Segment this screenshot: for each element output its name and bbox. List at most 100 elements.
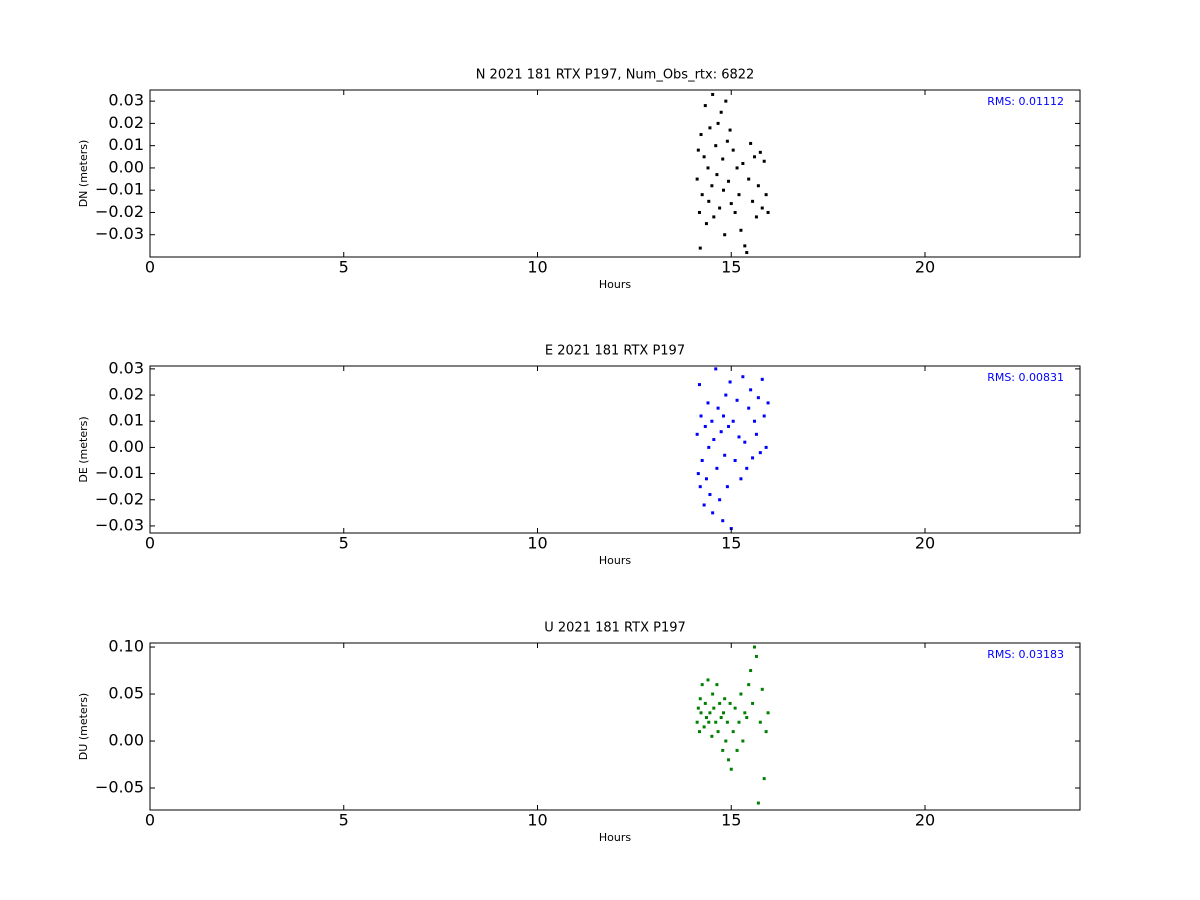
data-point (745, 251, 749, 255)
data-point (699, 414, 703, 418)
y-tick-label: −0.01 (95, 180, 144, 199)
data-point (751, 701, 755, 705)
data-point (707, 720, 711, 724)
data-point (724, 739, 728, 743)
data-point (710, 419, 714, 423)
data-point (758, 451, 762, 455)
data-point (698, 246, 702, 250)
data-point (747, 683, 751, 687)
data-point (745, 466, 749, 470)
data-point (749, 669, 753, 673)
y-tick-label: 0.01 (108, 411, 144, 430)
data-point (754, 654, 758, 658)
data-point (727, 758, 731, 762)
x-tick-label: 10 (527, 811, 547, 830)
x-tick-label: 0 (145, 811, 155, 830)
data-point (731, 730, 735, 734)
data-point (725, 720, 729, 724)
data-point (760, 687, 764, 691)
y-tick-label: 0.03 (108, 91, 144, 110)
y-tick-label: 0.05 (108, 684, 144, 703)
y-axis-label: DU (meters) (77, 693, 90, 760)
data-point (751, 456, 755, 460)
data-point (695, 720, 699, 724)
x-tick-label: 20 (915, 534, 935, 553)
y-axis-label: DE (meters) (77, 416, 90, 482)
data-point (702, 725, 706, 729)
data-point (698, 485, 702, 489)
data-point (723, 697, 727, 701)
data-point (721, 519, 725, 523)
data-point (739, 692, 743, 696)
y-tick-label: −0.03 (95, 224, 144, 243)
data-point (715, 173, 719, 177)
data-point (697, 383, 701, 387)
rms-annotation: RMS: 0.01112 (987, 95, 1064, 108)
data-point (697, 210, 701, 214)
data-point (758, 150, 762, 154)
data-point (715, 466, 719, 470)
data-point (696, 148, 700, 152)
data-point (704, 222, 708, 226)
data-point (711, 511, 715, 515)
data-point (706, 166, 710, 170)
data-point (751, 199, 755, 203)
data-point (764, 730, 768, 734)
data-point (728, 128, 732, 132)
data-point (739, 228, 743, 232)
data-point (727, 424, 731, 428)
data-point (747, 177, 751, 181)
data-point (727, 179, 731, 183)
data-point (733, 210, 737, 214)
data-point (718, 701, 722, 705)
data-point (762, 414, 766, 418)
data-point (766, 210, 770, 214)
data-point (703, 701, 707, 705)
data-point (706, 678, 710, 682)
data-point (696, 472, 700, 476)
chart-title: E 2021 181 RTX P197 (545, 344, 685, 359)
x-tick-label: 20 (915, 258, 935, 277)
data-point (706, 401, 710, 405)
data-point (719, 430, 723, 434)
data-point (722, 414, 725, 418)
x-tick-label: 10 (527, 258, 547, 277)
data-point (753, 419, 756, 423)
x-tick-label: 0 (145, 534, 155, 553)
data-point (747, 406, 751, 410)
data-point (714, 367, 718, 371)
data-point (725, 139, 729, 143)
data-point (749, 388, 753, 392)
y-tick-label: 0.02 (108, 385, 144, 404)
data-point (758, 720, 762, 724)
data-point (719, 716, 723, 720)
x-axis-label: Hours (599, 554, 631, 567)
data-point (721, 748, 725, 752)
y-tick-label: −0.02 (95, 202, 144, 221)
data-point (702, 155, 706, 159)
data-point (724, 99, 728, 103)
data-point (725, 485, 729, 489)
chart-title: U 2021 181 RTX P197 (544, 621, 686, 636)
data-point (708, 493, 712, 497)
data-point (729, 202, 733, 206)
data-point (700, 193, 704, 197)
rms-annotation: RMS: 0.00831 (987, 371, 1064, 384)
data-point (712, 706, 716, 710)
data-point (766, 711, 770, 715)
data-point (729, 767, 733, 771)
data-point (753, 155, 756, 159)
x-tick-label: 15 (721, 258, 741, 277)
x-tick-label: 15 (721, 534, 741, 553)
chart-title: N 2021 181 RTX P197, Num_Obs_rtx: 6822 (476, 68, 755, 83)
y-tick-label: 0.01 (108, 135, 144, 154)
x-tick-label: 5 (339, 258, 349, 277)
data-point (722, 711, 725, 715)
data-point (707, 199, 711, 203)
data-point (711, 92, 715, 96)
data-point (731, 148, 735, 152)
data-point (754, 432, 758, 436)
data-point (719, 110, 723, 114)
data-point (739, 477, 743, 481)
data-point (718, 498, 722, 502)
